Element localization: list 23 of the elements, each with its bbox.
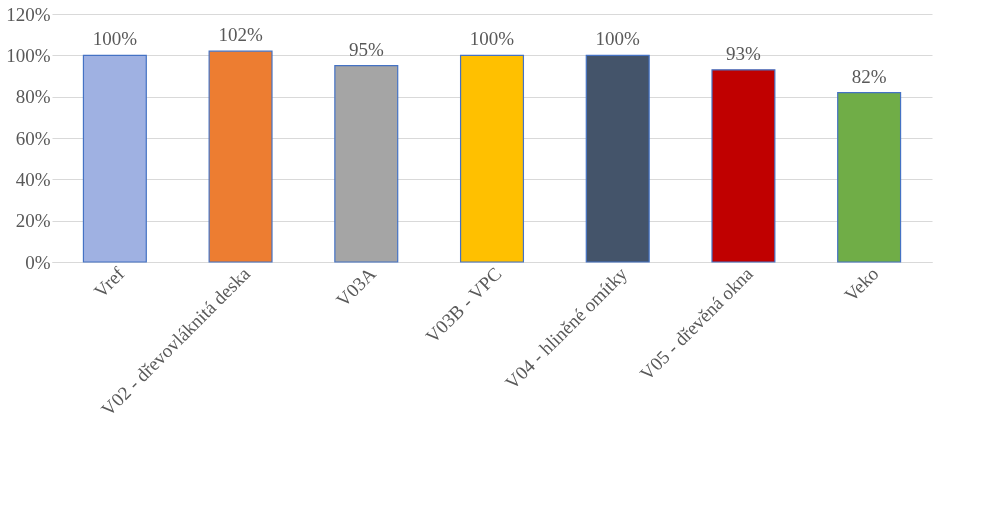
- data-label: 100%: [469, 28, 515, 50]
- bar: [208, 50, 273, 263]
- y-tick-label: 40%: [15, 168, 51, 190]
- data-label: 93%: [726, 42, 762, 64]
- y-tick-label: 120%: [6, 3, 51, 25]
- bar: [82, 54, 147, 263]
- x-tick-label: Vref: [89, 262, 129, 302]
- bar: [837, 91, 902, 263]
- y-tick-label: 20%: [15, 210, 51, 232]
- data-label: 100%: [595, 28, 641, 50]
- bar: [459, 54, 525, 263]
- y-tick-label: 0%: [25, 251, 51, 273]
- data-label: 82%: [851, 65, 887, 87]
- bar: [711, 69, 776, 263]
- bar: [585, 54, 650, 263]
- y-tick-label: 100%: [6, 44, 51, 66]
- x-tick-label: Veko: [840, 263, 883, 306]
- y-tick-label: 60%: [15, 127, 51, 149]
- bar: [334, 65, 399, 263]
- data-label: 100%: [92, 28, 138, 50]
- y-tick-label: 80%: [15, 86, 51, 108]
- data-label: 95%: [348, 38, 384, 60]
- data-label: 102%: [218, 24, 263, 46]
